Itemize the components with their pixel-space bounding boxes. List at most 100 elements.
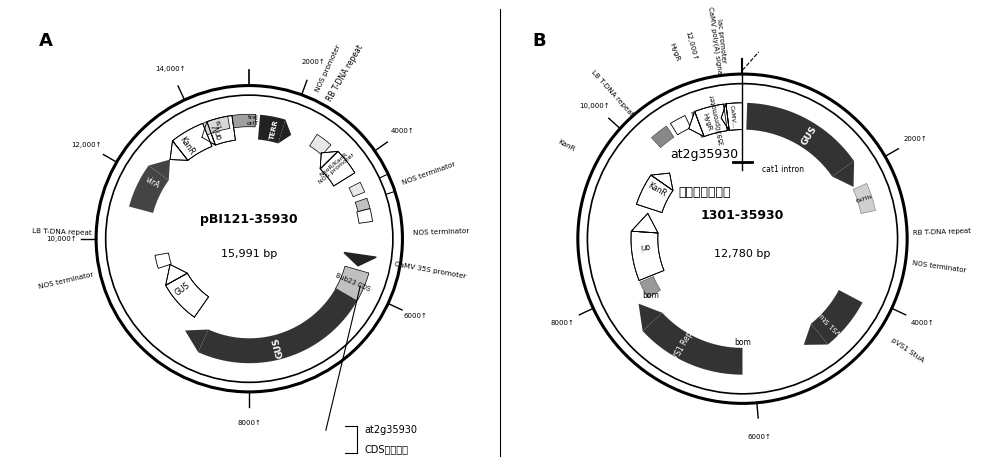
Text: B: B (532, 32, 546, 50)
Polygon shape (185, 330, 208, 352)
Polygon shape (643, 313, 742, 375)
Polygon shape (203, 116, 230, 135)
Text: NOS promoter: NOS promoter (315, 44, 342, 93)
Text: 2000↑: 2000↑ (302, 60, 325, 66)
Text: 2000↑: 2000↑ (903, 136, 927, 142)
Polygon shape (726, 103, 742, 130)
Polygon shape (349, 182, 365, 197)
Text: 15,991 bp: 15,991 bp (221, 249, 277, 259)
Text: at2g35930: at2g35930 (364, 425, 417, 435)
Text: LB T-DNA repeat: LB T-DNA repeat (32, 228, 92, 236)
Text: 8000↑: 8000↑ (237, 419, 261, 425)
Text: HygR: HygR (668, 41, 681, 62)
Text: cat1 intron: cat1 intron (762, 165, 804, 174)
Polygon shape (811, 290, 863, 345)
Polygon shape (357, 209, 373, 223)
Polygon shape (336, 266, 369, 301)
Polygon shape (310, 134, 331, 155)
Polygon shape (344, 252, 376, 266)
Text: traJ
oriT: traJ oriT (247, 115, 259, 126)
Polygon shape (721, 104, 729, 130)
Polygon shape (689, 112, 704, 137)
Polygon shape (129, 166, 169, 213)
Polygon shape (355, 198, 370, 212)
Text: 12,000↑: 12,000↑ (72, 142, 102, 148)
Text: KanR: KanR (647, 181, 668, 199)
Text: lac promoter: lac promoter (716, 18, 727, 63)
Text: NOS terminator: NOS terminator (38, 272, 95, 290)
Text: GUS: GUS (174, 280, 192, 297)
Text: 10,000↑: 10,000↑ (46, 236, 77, 242)
Text: ori: ori (639, 241, 650, 251)
Text: RB T-DNA repeat: RB T-DNA repeat (325, 43, 365, 103)
Text: 10,000↑: 10,000↑ (579, 102, 610, 108)
Text: 6000↑: 6000↑ (748, 434, 772, 440)
Text: Bub23 CDS: Bub23 CDS (334, 272, 371, 292)
Text: 6000↑: 6000↑ (404, 313, 428, 319)
Text: IS1: IS1 (213, 120, 220, 130)
Text: RB T-DNA repeat: RB T-DNA repeat (912, 228, 971, 236)
Polygon shape (692, 103, 739, 138)
Text: LB T-DNA repeat: LB T-DNA repeat (590, 69, 634, 118)
Text: HygR: HygR (701, 112, 712, 131)
Polygon shape (652, 126, 674, 148)
Text: at2g35930: at2g35930 (670, 148, 738, 161)
Text: 35930promoter: 35930promoter (709, 93, 725, 145)
Polygon shape (853, 183, 875, 213)
Text: GUS: GUS (800, 125, 819, 147)
Text: 1301-35930: 1301-35930 (701, 209, 784, 222)
Polygon shape (639, 304, 662, 331)
Polygon shape (258, 115, 285, 144)
Text: CaMV poly(A) signal: CaMV poly(A) signal (707, 7, 723, 77)
Polygon shape (198, 288, 357, 363)
Text: NOS terminator: NOS terminator (912, 259, 967, 273)
Text: 4000↑: 4000↑ (911, 320, 935, 326)
Text: NOS terminator: NOS terminator (402, 161, 457, 186)
Text: KanR: KanR (177, 135, 196, 157)
Polygon shape (170, 141, 188, 160)
Text: CaMV...: CaMV... (728, 105, 735, 128)
Text: virA: virA (143, 175, 161, 191)
Text: pVS1 StuA: pVS1 StuA (815, 309, 846, 339)
Text: oriV: oriV (212, 122, 225, 140)
Text: 8000↑: 8000↑ (550, 320, 574, 326)
Polygon shape (804, 324, 828, 345)
Text: TERR: TERR (269, 119, 280, 140)
Text: 6xHis: 6xHis (856, 194, 874, 204)
Polygon shape (746, 103, 854, 176)
Polygon shape (155, 253, 171, 268)
Polygon shape (207, 115, 235, 145)
Text: 4000↑: 4000↑ (391, 128, 415, 134)
Text: KanR: KanR (557, 138, 576, 152)
Text: bom: bom (734, 338, 751, 347)
Text: 12,000↑: 12,000↑ (684, 31, 698, 62)
Polygon shape (670, 115, 691, 135)
Polygon shape (166, 273, 209, 317)
Polygon shape (172, 123, 212, 160)
Text: A: A (39, 32, 53, 50)
Polygon shape (636, 175, 673, 213)
Text: NeoR/KanR
NOS promoter: NeoR/KanR NOS promoter (314, 148, 356, 186)
Polygon shape (640, 277, 660, 298)
Polygon shape (320, 151, 355, 186)
Polygon shape (166, 265, 187, 286)
Text: pVS1 StuA: pVS1 StuA (890, 337, 925, 363)
Text: pVS1 RepA: pVS1 RepA (669, 326, 697, 366)
Text: 14,000↑: 14,000↑ (155, 66, 185, 72)
Text: CaMV 35S promoter: CaMV 35S promoter (394, 261, 467, 280)
Text: pBI121-35930: pBI121-35930 (200, 213, 298, 226)
Text: GUS: GUS (271, 335, 285, 359)
Polygon shape (232, 114, 256, 128)
Polygon shape (202, 122, 215, 145)
Polygon shape (651, 173, 673, 190)
Polygon shape (832, 161, 854, 187)
Text: NOS terminator: NOS terminator (412, 228, 469, 236)
Text: 启动子插入区域: 启动子插入区域 (678, 186, 730, 199)
Polygon shape (149, 159, 170, 180)
Polygon shape (631, 213, 658, 233)
Polygon shape (278, 120, 291, 144)
Polygon shape (631, 231, 664, 280)
Polygon shape (320, 151, 338, 169)
Text: CDS插入区域: CDS插入区域 (364, 445, 408, 454)
Text: bom: bom (642, 291, 659, 300)
